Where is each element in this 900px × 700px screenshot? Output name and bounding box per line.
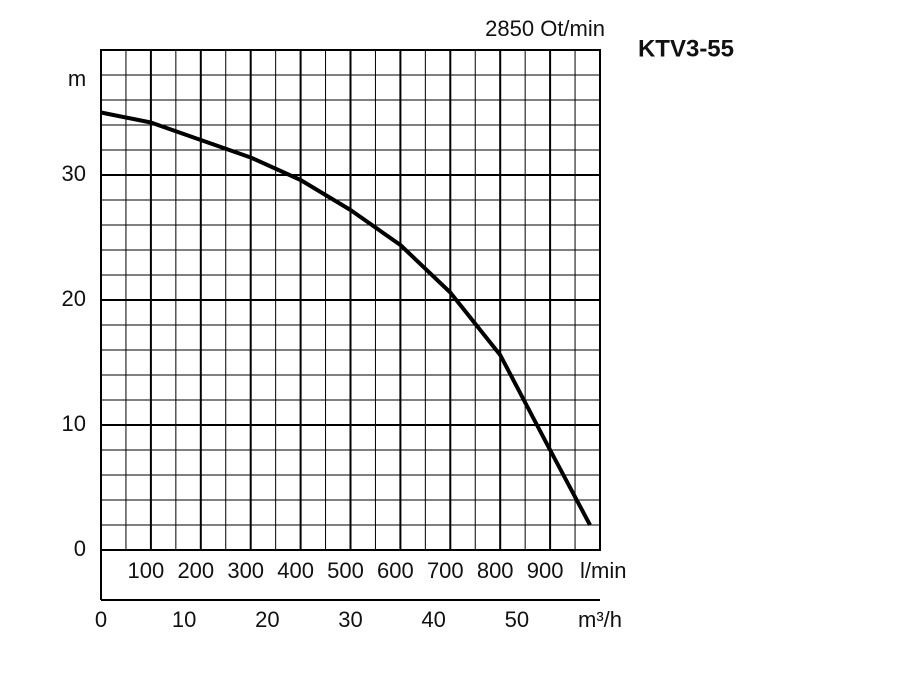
- curve: [100, 110, 592, 526]
- x2-tick-label: 30: [338, 607, 362, 632]
- y-tick-label: 10: [62, 411, 86, 436]
- chart-subtitle: 2850 Ot/min: [485, 16, 605, 41]
- plot-frame: [100, 49, 601, 551]
- x-tick-label: 400: [277, 558, 314, 583]
- y-axis-label: m: [68, 66, 86, 91]
- x-tick-label: 300: [227, 558, 264, 583]
- x-tick-label: 200: [177, 558, 214, 583]
- x2-tick-label: 50: [505, 607, 529, 632]
- x2-axis-label: m³/h: [578, 607, 622, 632]
- x-tick-label: 700: [427, 558, 464, 583]
- x-tick-label: 600: [377, 558, 414, 583]
- x2-tick-label: 20: [255, 607, 279, 632]
- chart-title: KTV3-55: [638, 35, 734, 62]
- x2-tick-label: 0: [95, 607, 107, 632]
- y-tick-label: 30: [62, 161, 86, 186]
- x-tick-label: 800: [477, 558, 514, 583]
- x-axis-label: l/min: [580, 558, 626, 583]
- x2-tick-label: 40: [421, 607, 445, 632]
- x-tick-label: 500: [327, 558, 364, 583]
- x-tick-label: 900: [527, 558, 564, 583]
- x-tick-label: 100: [128, 558, 165, 583]
- x2-tick-label: 10: [172, 607, 196, 632]
- y-tick-label: 0: [74, 536, 86, 561]
- y-tick-label: 20: [62, 286, 86, 311]
